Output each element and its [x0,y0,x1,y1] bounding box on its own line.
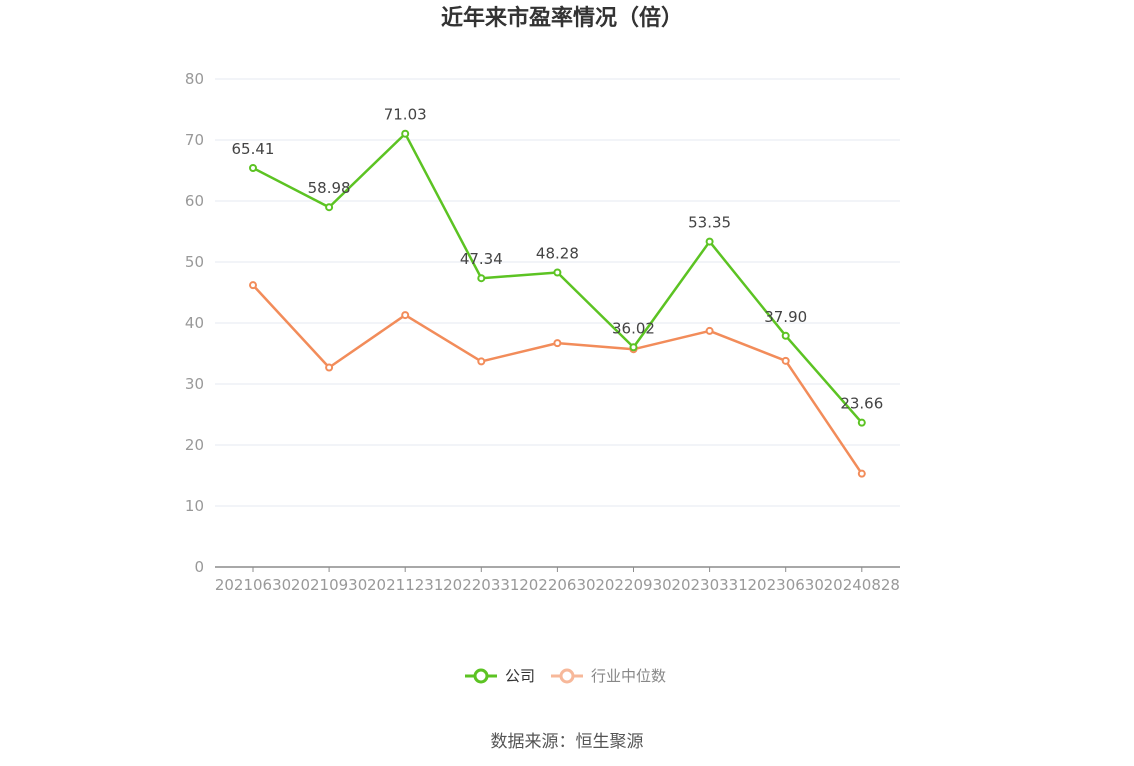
legend-label: 行业中位数 [591,667,666,685]
data-label: 65.41 [232,140,275,158]
data-label: 37.90 [764,308,807,326]
data-label: 47.34 [460,250,503,268]
legend-label: 公司 [505,667,535,685]
data-point [249,281,257,290]
y-tick-label: 60 [185,192,204,210]
source-note: 数据来源：恒生聚源 [491,732,644,752]
data-labels: 65.41 58.98 71.03 47.34 48.28 36.02 53.35 37.90… [232,106,884,413]
x-tick-label: 20230331 [671,576,747,594]
x-axis: 20210630 20210930 20211231 20220331 20220630… [215,566,900,594]
series-layer [249,129,866,478]
data-point [629,343,638,352]
x-tick-label: 20240828 [824,576,900,594]
legend-marker [473,668,489,684]
y-tick-label: 20 [185,436,204,454]
chart-title: 近年来市盈率情况（倍） [441,5,683,31]
data-label: 71.03 [384,106,427,124]
x-tick-label: 20230630 [748,576,824,594]
grid-lines [215,78,900,507]
y-tick-label: 70 [185,131,204,149]
x-tick-label: 20211231 [367,576,443,594]
legend-item-company[interactable]: 公司 [465,667,535,685]
data-label: 36.02 [612,319,655,337]
data-point [477,357,486,366]
data-point [249,163,257,172]
data-point [477,274,486,283]
x-tick-label: 20220930 [595,576,671,594]
legend[interactable]: 公司 行业中位数 [465,667,666,685]
y-tick-label: 10 [185,497,204,515]
data-point [553,268,562,277]
data-point [705,237,714,246]
data-point [325,363,334,372]
data-label: 58.98 [308,179,351,197]
x-tick-label: 20210630 [215,576,291,594]
legend-marker [559,668,575,684]
data-point [325,203,334,212]
data-label: 23.66 [840,395,883,413]
data-point [553,339,562,348]
data-point [705,326,714,335]
series-line-company [252,132,863,424]
data-point [401,311,410,320]
y-tick-label: 80 [185,70,204,88]
data-label: 53.35 [688,214,731,232]
x-tick-label: 20220630 [519,576,595,594]
x-tick-label: 20210930 [291,576,367,594]
data-point [781,331,790,340]
data-point [857,418,866,427]
y-axis-ticks: 0 10 20 30 40 50 60 70 80 [185,70,204,576]
legend-item-industry-median[interactable]: 行业中位数 [551,667,666,685]
x-tick-label: 20220331 [443,576,519,594]
y-tick-label: 0 [194,558,204,576]
data-point [401,129,410,138]
data-point [857,469,866,478]
y-tick-label: 30 [185,375,204,393]
y-tick-label: 40 [185,314,204,332]
data-label: 48.28 [536,244,579,262]
data-point [781,356,790,365]
y-tick-label: 50 [185,253,204,271]
